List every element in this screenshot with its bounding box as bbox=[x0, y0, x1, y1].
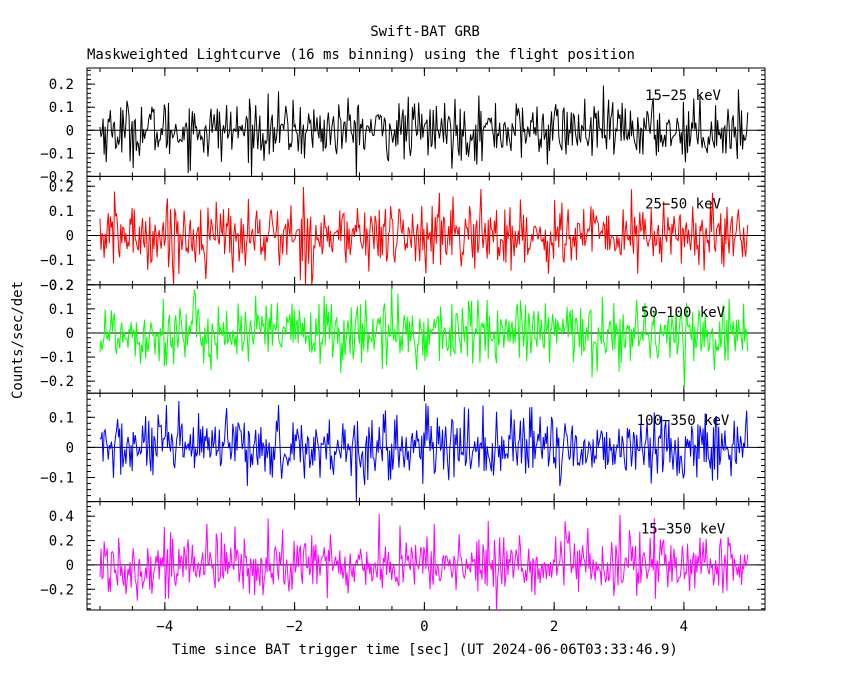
y-tick-label: 0.2 bbox=[49, 278, 74, 294]
y-tick-label: 0.2 bbox=[49, 534, 74, 550]
y-tick-label: 0 bbox=[66, 123, 74, 139]
lightcurve-panel: −0.2 −0.1 0 0.1 0.2 15−25 keV bbox=[40, 67, 766, 185]
band-label: 50−100 keV bbox=[641, 305, 726, 321]
x-tick-label: −2 bbox=[286, 619, 303, 635]
y-tick-label: −0.1 bbox=[40, 350, 74, 366]
band-label: 15−350 keV bbox=[641, 522, 726, 538]
y-tick-label: −0.1 bbox=[40, 253, 74, 269]
series-line bbox=[99, 85, 749, 177]
panel-stack: −0.2 −0.1 0 0.1 0.2 15−25 keV −0.2 −0.1 0 0.1 0.2 2… bbox=[40, 67, 766, 635]
lightcurve-panel: −0.1 0 0.1 100−350 keV bbox=[40, 392, 766, 503]
series-line bbox=[99, 186, 749, 285]
y-tick-label: −0.2 bbox=[40, 169, 74, 185]
x-tick-label: 0 bbox=[420, 619, 428, 635]
y-tick-label: −0.1 bbox=[40, 471, 74, 487]
chart-title: Swift-BAT GRB bbox=[370, 24, 480, 40]
y-tick-label: 0 bbox=[66, 229, 74, 245]
x-axis-label: Time since BAT trigger time [sec] (UT 20… bbox=[172, 642, 678, 658]
band-label: 100−350 keV bbox=[637, 413, 730, 429]
y-tick-label: −0.2 bbox=[40, 278, 74, 294]
y-axis-label: Counts/sec/det bbox=[10, 281, 26, 399]
y-tick-label: −0.2 bbox=[40, 582, 74, 598]
y-tick-label: 0.1 bbox=[49, 302, 74, 318]
y-tick-label: 0.1 bbox=[49, 204, 74, 220]
lightcurve-panel: −0.2 −0.1 0 0.1 0.2 25−50 keV bbox=[40, 175, 766, 294]
y-tick-label: 0 bbox=[66, 558, 74, 574]
y-tick-label: 0.1 bbox=[49, 410, 74, 426]
y-tick-label: 0 bbox=[66, 440, 74, 456]
y-tick-label: 0.1 bbox=[49, 100, 74, 116]
series-line bbox=[99, 514, 749, 611]
y-tick-label: −0.1 bbox=[40, 146, 74, 162]
y-tick-label: 0.2 bbox=[49, 179, 74, 195]
lightcurve-panel: −0.2 −0.1 0 0.1 0.2 50−100 keV bbox=[40, 278, 766, 394]
x-tick-label: 4 bbox=[680, 619, 688, 635]
y-tick-label: 0 bbox=[66, 326, 74, 342]
band-label: 25−50 keV bbox=[645, 196, 721, 212]
y-tick-label: 0.4 bbox=[49, 509, 74, 525]
band-label: 15−25 keV bbox=[645, 88, 721, 104]
panel-frame bbox=[86, 501, 766, 611]
series-line bbox=[99, 288, 749, 389]
y-tick-label: 0.2 bbox=[49, 77, 74, 93]
series-line bbox=[99, 401, 749, 502]
y-tick-label: −0.2 bbox=[40, 374, 74, 390]
x-tick-label: 2 bbox=[550, 619, 558, 635]
x-tick-label: −4 bbox=[156, 619, 173, 635]
lightcurve-panel: −0.2 0 0.2 0.4 15−350 keV bbox=[40, 501, 766, 611]
chart-subtitle: Maskweighted Lightcurve (16 ms binning) … bbox=[87, 47, 635, 63]
